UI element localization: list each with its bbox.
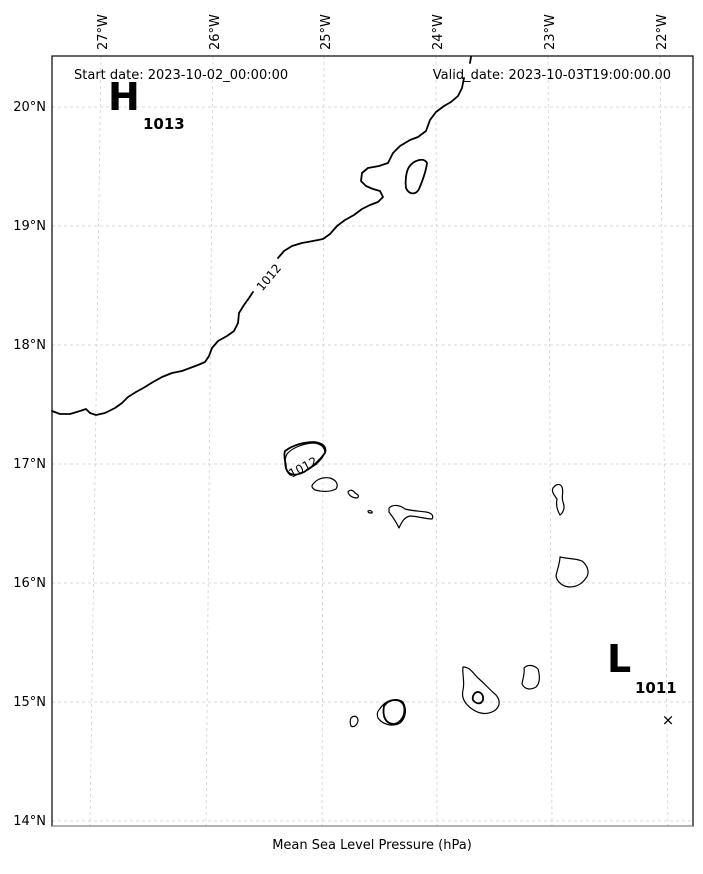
low-center-marker: ×	[662, 711, 675, 729]
lon-tick-27w: 27°W	[96, 14, 111, 50]
lat-tick-15n: 15°N	[13, 695, 46, 710]
longitude-ticks: 27°W 26°W 25°W 24°W 23°W 22°W	[96, 14, 670, 50]
low-pressure-center: L 1011 ×	[607, 637, 677, 729]
island-maio	[521, 664, 540, 690]
lon-tick-24w: 24°W	[431, 14, 446, 50]
isobar-1012-main	[51, 291, 254, 416]
lon-tick-22w: 22°W	[655, 14, 670, 50]
meridian-24w	[435, 55, 438, 827]
low-center-value: 1011	[635, 679, 677, 697]
meridian-26w	[205, 55, 214, 827]
lat-tick-17n: 17°N	[13, 457, 46, 472]
island-sao-nicolau-west	[367, 510, 373, 514]
lat-tick-14n: 14°N	[13, 814, 46, 829]
isobar-1012-santo-antao	[283, 441, 327, 476]
high-pressure-center: H 1013	[108, 75, 185, 133]
start-date-label: Start date: 2023-10-02_00:00:00	[74, 68, 288, 83]
isobar-fogo	[382, 699, 406, 725]
island-boa-vista	[555, 556, 589, 588]
lat-tick-20n: 20°N	[13, 100, 46, 115]
lon-tick-26w: 26°W	[208, 14, 223, 50]
meridian-25w	[321, 55, 325, 827]
valid-date-label: Valid_date: 2023-10-03T19:00:00.00	[433, 68, 671, 83]
map-frame	[51, 55, 694, 827]
lon-tick-23w: 23°W	[543, 14, 558, 50]
gridlines	[52, 55, 693, 827]
island-fogo	[376, 699, 406, 726]
x-axis-label: Mean Sea Level Pressure (hPa)	[272, 838, 472, 853]
island-santiago	[461, 666, 500, 715]
meridian-23w	[547, 55, 553, 827]
lat-tick-16n: 16°N	[13, 576, 46, 591]
meridian-27w	[89, 55, 102, 827]
island-sao-nicolau	[388, 504, 434, 529]
island-sal	[551, 483, 565, 516]
island-brava	[349, 715, 359, 728]
contour-label-1012-south: 1012	[286, 454, 320, 481]
isobars	[51, 56, 485, 725]
latitude-ticks: 20°N 19°N 18°N 17°N 16°N 15°N 14°N	[13, 100, 46, 829]
lat-tick-19n: 19°N	[13, 219, 46, 234]
high-center-letter: H	[108, 75, 140, 119]
isobar-1012-closed-north	[404, 158, 428, 195]
meridian-22w	[659, 55, 669, 827]
isobar-1012-main-north	[277, 77, 465, 259]
lon-tick-25w: 25°W	[319, 14, 334, 50]
island-santa-luzia	[347, 489, 360, 499]
island-sao-vicente	[311, 477, 338, 492]
isobar-1012-north-tail	[469, 56, 472, 64]
low-center-letter: L	[607, 637, 631, 681]
isobar-santiago	[471, 691, 485, 705]
contour-label-1012-north: 1012	[254, 261, 284, 293]
lat-tick-18n: 18°N	[13, 338, 46, 353]
high-center-value: 1013	[143, 115, 185, 133]
